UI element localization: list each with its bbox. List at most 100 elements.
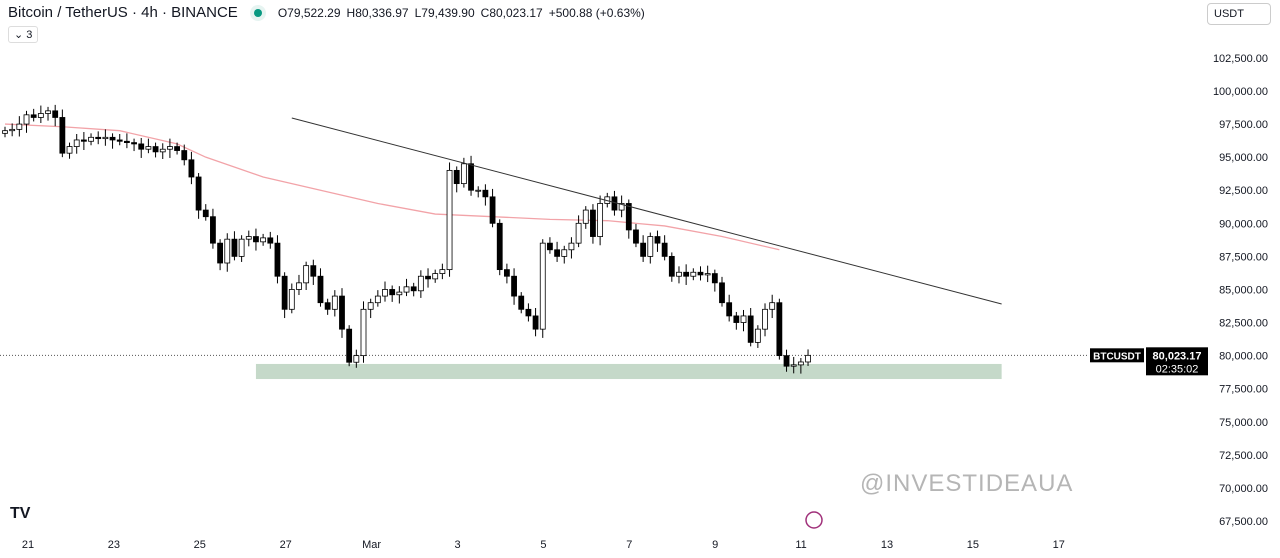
candle-body xyxy=(568,242,575,251)
y-tick-label: 87,500.00 xyxy=(1219,251,1268,263)
low-value: L79,439.90 xyxy=(414,5,475,20)
candle-body xyxy=(231,238,238,257)
candle-body xyxy=(403,286,410,293)
symbol-title[interactable]: Bitcoin / TetherUS · 4h · BINANCE xyxy=(8,4,238,21)
candle-body xyxy=(582,209,589,224)
candle-body xyxy=(754,328,761,343)
candle-body xyxy=(88,136,94,142)
change-value: +500.88 (+0.63%) xyxy=(548,5,645,20)
y-tick-label: 95,000.00 xyxy=(1219,152,1268,164)
candle-body xyxy=(747,315,754,343)
y-tick-label: 72,500.00 xyxy=(1219,450,1268,462)
candle-body xyxy=(238,238,245,257)
high-value: H80,336.97 xyxy=(346,5,409,20)
candle-body xyxy=(123,140,130,144)
candle-body xyxy=(346,328,353,363)
moving-average-line xyxy=(4,123,780,251)
candle-body xyxy=(210,216,216,244)
y-tick-label: 102,500.00 xyxy=(1213,53,1268,65)
candle-body xyxy=(740,315,747,323)
x-tick-label: 7 xyxy=(626,539,632,551)
close-value: C80,023.17 xyxy=(480,5,543,20)
candle-body xyxy=(95,136,102,140)
resistance-trendline xyxy=(291,117,1002,305)
x-tick-label: 21 xyxy=(22,539,34,551)
candle-body xyxy=(360,308,367,357)
y-tick-label: 97,500.00 xyxy=(1219,119,1268,131)
y-tick-label: 70,000.00 xyxy=(1219,483,1268,495)
candle-body xyxy=(733,315,740,323)
candle-body xyxy=(453,169,460,185)
candle-body xyxy=(245,236,252,240)
candle-body xyxy=(797,361,804,366)
candle-body xyxy=(30,114,37,118)
candle-body xyxy=(188,159,195,178)
chart-header: Bitcoin / TetherUS · 4h · BINANCE O79,52… xyxy=(8,4,645,21)
candle-body xyxy=(288,289,295,310)
price-label-bg xyxy=(1146,347,1208,376)
candle-body xyxy=(45,110,51,114)
candle-body xyxy=(167,146,173,150)
y-tick-label: 67,500.00 xyxy=(1219,516,1268,528)
candle-body xyxy=(52,110,59,118)
x-tick-label: 9 xyxy=(712,539,718,551)
candle-body xyxy=(647,236,654,257)
candle-body xyxy=(489,196,496,224)
candle-body xyxy=(439,269,446,274)
y-tick-label: 80,000.00 xyxy=(1219,351,1268,363)
ohlc-legend: O79,522.29 H80,336.97 L79,439.90 C80,023… xyxy=(278,6,645,20)
candle-body xyxy=(367,302,374,310)
candle-body xyxy=(654,236,661,244)
candle-body xyxy=(762,308,768,330)
countdown-label: 02:35:02 xyxy=(1156,363,1199,375)
event-icon xyxy=(805,511,823,529)
open-value: O79,522.29 xyxy=(277,5,341,20)
x-tick-label: 15 xyxy=(967,539,979,551)
candle-body xyxy=(769,302,776,310)
candle-body xyxy=(274,242,281,277)
candle-body xyxy=(676,271,682,277)
candle-body xyxy=(396,291,403,296)
candle-body xyxy=(145,146,152,150)
candle-body xyxy=(719,282,725,304)
candle-body xyxy=(668,255,675,277)
candle-body xyxy=(417,275,424,292)
indicators-toggle[interactable]: ⌄ 3 xyxy=(8,26,39,43)
candle-body xyxy=(102,136,109,140)
candle-body xyxy=(776,302,783,357)
candle-body xyxy=(202,209,209,218)
indicator-count: 3 xyxy=(26,29,33,41)
x-tick-label: 23 xyxy=(108,539,120,551)
x-tick-label: 11 xyxy=(795,539,806,551)
candle-body xyxy=(525,308,532,317)
candle-body xyxy=(475,189,482,192)
candle-body xyxy=(317,275,324,304)
currency-select[interactable]: USDT xyxy=(1207,3,1271,25)
candle-body xyxy=(174,146,180,151)
candle-body xyxy=(339,295,345,330)
x-tick-label: 17 xyxy=(1053,539,1065,551)
x-tick-label: 13 xyxy=(881,539,893,551)
candle-body xyxy=(37,113,44,118)
watermark: @INVESTIDEAUA xyxy=(860,470,1074,497)
candle-body xyxy=(389,289,396,296)
candle-body xyxy=(324,302,331,310)
support-zone xyxy=(255,363,1002,380)
y-tick-label: 90,000.00 xyxy=(1219,218,1268,230)
candle-body xyxy=(697,271,704,276)
candle-body xyxy=(260,237,267,243)
y-tick-label: 77,500.00 xyxy=(1219,384,1268,396)
candle-body xyxy=(224,238,231,264)
last-price-label: 80,023.17 xyxy=(1153,350,1202,362)
y-tick-label: 100,000.00 xyxy=(1213,86,1268,98)
x-tick-label: 3 xyxy=(454,539,460,551)
y-tick-label: 75,000.00 xyxy=(1219,417,1268,429)
candle-body xyxy=(726,302,733,317)
candle-body xyxy=(783,355,790,367)
candle-body xyxy=(138,143,145,150)
candle-body xyxy=(532,315,539,330)
candle-body xyxy=(253,236,259,243)
symbol-label: BTCUSDT xyxy=(1093,351,1141,362)
candle-body xyxy=(159,148,166,153)
